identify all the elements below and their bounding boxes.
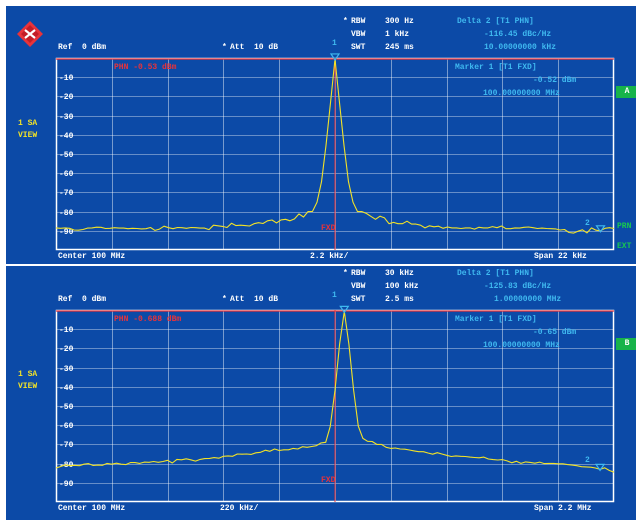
y-tick-label: -70 xyxy=(59,441,74,450)
ref-level: Ref 0 dBm xyxy=(58,43,107,52)
side-label-line2: VIEW xyxy=(18,131,38,140)
att-star: * xyxy=(222,295,227,304)
fxd-label: FXD xyxy=(321,476,336,485)
rbw-label: RBW xyxy=(351,17,366,26)
ref-level: Ref 0 dBm xyxy=(58,295,107,304)
attenuation: Att 10 dB xyxy=(230,295,279,304)
y-tick-label: -60 xyxy=(59,170,74,179)
rbw-label: RBW xyxy=(351,269,366,278)
span: Span 22 kHz xyxy=(534,252,587,261)
y-tick-label: -90 xyxy=(59,228,74,237)
y-tick-label: -30 xyxy=(59,113,74,122)
phn-readout: PHN -0.53 dBm xyxy=(114,63,177,72)
y-tick-label: -40 xyxy=(59,132,74,141)
side-label-line1: 1 SA xyxy=(18,119,38,128)
y-tick-label: -20 xyxy=(59,345,74,354)
marker-value-2: 100.00000000 MHz xyxy=(483,341,560,350)
fxd-label: FXD xyxy=(321,224,336,233)
delta-title: Delta 2 [T1 PHN] xyxy=(457,269,534,278)
y-tick-label: -50 xyxy=(59,151,74,160)
ext-label: EXT xyxy=(617,242,632,251)
rohde-schwarz-logo-icon xyxy=(17,21,43,47)
marker-2-icon[interactable] xyxy=(595,225,606,233)
vbw-value: 1 kHz xyxy=(385,30,410,39)
marker-1-label: 1 xyxy=(332,39,337,48)
marker-value-2: 100.00000000 MHz xyxy=(483,89,560,98)
att-star: * xyxy=(222,43,227,52)
div-per-division: 220 kHz/ xyxy=(220,504,259,513)
span: Span 2.2 MHz xyxy=(534,504,592,513)
trace-a-badge[interactable]: A xyxy=(616,86,636,98)
marker-title: Marker 1 [T1 FXD] xyxy=(455,315,537,324)
spectrum-analyzer-screen: * RBW 300 Hz VBW 1 kHz SWT 245 ms Ref 0 … xyxy=(6,6,636,520)
rbw-star: * xyxy=(343,269,348,278)
y-tick-label: -70 xyxy=(59,189,74,198)
marker-1-icon[interactable] xyxy=(339,305,350,314)
marker-title: Marker 1 [T1 FXD] xyxy=(455,63,537,72)
vbw-label: VBW xyxy=(351,282,366,291)
trace-plot-a: -10 -20 -30 -40 -50 -60 -70 -80 -90 xyxy=(55,53,615,251)
swt-label: SWT xyxy=(351,295,366,304)
attenuation: Att 10 dB xyxy=(230,43,279,52)
y-tick-label: -90 xyxy=(59,480,74,489)
y-tick-label: -80 xyxy=(59,209,74,218)
marker-1-label: 1 xyxy=(332,291,337,300)
delta-value-2: 1.00000000 MHz xyxy=(494,295,562,304)
marker-1-icon[interactable] xyxy=(329,53,341,62)
trace-line xyxy=(55,310,615,473)
y-tick-label: -10 xyxy=(59,326,74,335)
side-label-line2: VIEW xyxy=(18,382,38,391)
marker-2-icon[interactable] xyxy=(594,463,606,472)
y-tick-label: -20 xyxy=(59,93,74,102)
trace-b-badge[interactable]: B xyxy=(616,338,636,350)
y-tick-label: -30 xyxy=(59,365,74,374)
rbw-value: 300 Hz xyxy=(385,17,414,26)
delta-value-1: -125.83 dBc/Hz xyxy=(484,282,552,291)
panel-divider xyxy=(6,264,636,266)
phn-readout: PHN -0.688 dBm xyxy=(114,315,182,324)
swt-value: 245 ms xyxy=(385,43,414,52)
swt-value: 2.5 ms xyxy=(385,295,414,304)
trace-plot-b: -10-20-30-40-50-60-70-80-90 xyxy=(55,305,615,503)
y-tick-label: -40 xyxy=(59,384,74,393)
side-label-line1: 1 SA xyxy=(18,370,38,379)
rbw-star: * xyxy=(343,17,348,26)
delta-title: Delta 2 [T1 PHN] xyxy=(457,17,534,26)
marker-value-1: -0.52 dBm xyxy=(533,76,577,85)
center-frequency: Center 100 MHz xyxy=(58,504,126,513)
marker-2-label: 2 xyxy=(585,219,590,228)
y-tick-label: -10 xyxy=(59,74,74,83)
prn-label: PRN xyxy=(617,222,632,231)
delta-value-2: 10.00000000 kHz xyxy=(484,43,557,52)
rbw-value: 30 kHz xyxy=(385,269,414,278)
marker-2-label: 2 xyxy=(585,456,590,465)
delta-value-1: -116.45 dBc/Hz xyxy=(484,30,552,39)
marker-value-1: -0.65 dBm xyxy=(533,328,577,337)
y-tick-label: -50 xyxy=(59,403,74,412)
vbw-label: VBW xyxy=(351,30,366,39)
swt-label: SWT xyxy=(351,43,366,52)
y-tick-label: -60 xyxy=(59,422,74,431)
div-per-division: 2.2 kHz/ xyxy=(310,252,349,261)
vbw-value: 100 kHz xyxy=(385,282,419,291)
center-frequency: Center 100 MHz xyxy=(58,252,126,261)
